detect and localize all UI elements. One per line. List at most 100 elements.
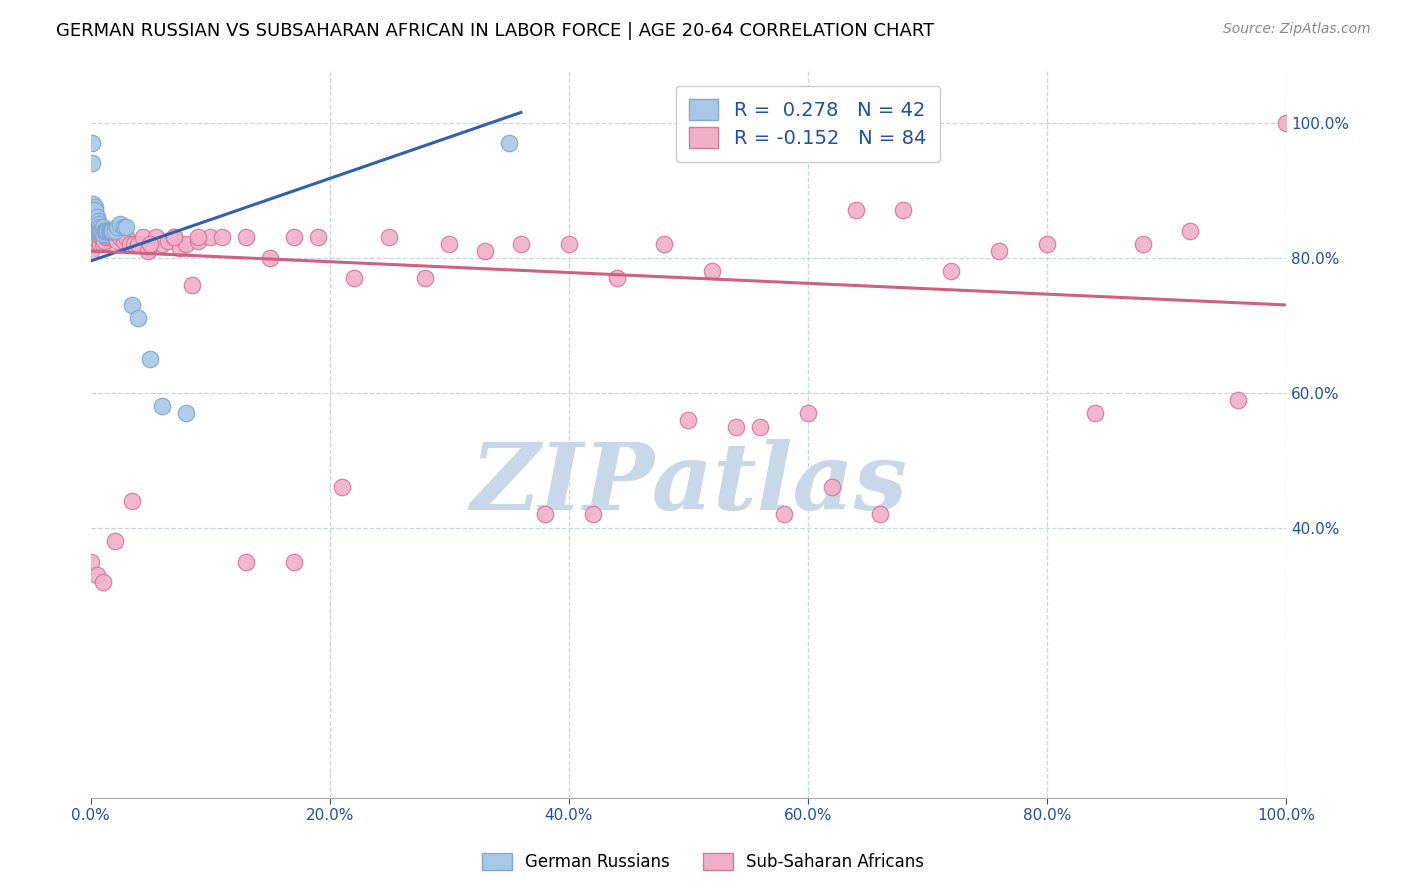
Point (101, 230, 124, 244)
Point (98, 230, 121, 244)
Point (94, 227, 117, 241)
Point (91, 237, 114, 252)
Point (174, 406, 197, 420)
Point (150, 399, 173, 413)
Point (121, 298, 143, 312)
Point (893, 203, 915, 218)
Point (103, 230, 125, 244)
Point (120, 237, 142, 252)
Point (1275, 115, 1298, 129)
Point (112, 220, 135, 235)
Point (100, 224, 122, 238)
Point (87, 234, 110, 248)
Point (90, 230, 112, 244)
Point (582, 508, 605, 522)
Point (988, 244, 1011, 258)
Point (91, 227, 114, 241)
Point (869, 508, 891, 522)
Point (145, 230, 167, 244)
Point (115, 220, 138, 235)
Point (97, 224, 120, 238)
Point (86, 210, 108, 224)
Point (678, 413, 700, 427)
Point (84, 200, 107, 214)
Point (91, 220, 114, 235)
Point (510, 237, 533, 252)
Point (163, 230, 186, 244)
Text: GERMAN RUSSIAN VS SUBSAHARAN AFRICAN IN LABOR FORCE | AGE 20-64 CORRELATION CHAR: GERMAN RUSSIAN VS SUBSAHARAN AFRICAN IN … (56, 22, 935, 40)
Point (98, 224, 121, 238)
Point (1036, 237, 1059, 252)
Point (90, 224, 112, 238)
Point (86, 237, 108, 252)
Point (498, 136, 520, 150)
Point (82, 210, 104, 224)
Point (606, 271, 628, 285)
Point (235, 230, 257, 244)
Text: ZIPatlas: ZIPatlas (470, 440, 907, 529)
Point (127, 311, 149, 326)
Point (96, 230, 118, 244)
Point (115, 230, 138, 244)
Point (103, 224, 125, 238)
Point (941, 264, 963, 278)
Point (821, 480, 844, 494)
Point (654, 237, 676, 252)
Point (94, 224, 117, 238)
Point (259, 251, 281, 265)
Point (82, 220, 104, 235)
Point (413, 271, 436, 285)
Point (773, 508, 796, 522)
Point (110, 230, 132, 244)
Point (139, 237, 162, 252)
Point (91, 574, 114, 589)
Point (474, 244, 496, 258)
Point (725, 419, 748, 434)
Point (87, 213, 110, 227)
Point (174, 237, 197, 252)
Point (1227, 392, 1250, 407)
Point (139, 351, 162, 366)
Point (122, 237, 145, 252)
Point (84, 237, 107, 252)
Point (198, 230, 221, 244)
Point (157, 234, 180, 248)
Point (235, 555, 257, 569)
Text: Source: ZipAtlas.com: Source: ZipAtlas.com (1223, 22, 1371, 37)
Point (86, 224, 108, 238)
Point (211, 230, 233, 244)
Point (105, 220, 128, 235)
Point (330, 480, 353, 494)
Point (283, 555, 305, 569)
Point (83, 224, 105, 238)
Point (86, 217, 108, 231)
Legend: R =  0.278   N = 42, R = -0.152   N = 84: R = 0.278 N = 42, R = -0.152 N = 84 (676, 86, 941, 162)
Point (110, 217, 132, 231)
Point (97, 224, 120, 238)
Point (797, 406, 820, 420)
Point (1084, 406, 1107, 420)
Point (112, 234, 135, 248)
Point (105, 234, 128, 248)
Point (83, 217, 105, 231)
Point (169, 240, 191, 254)
Point (80, 230, 103, 244)
Point (163, 230, 186, 244)
Point (87, 224, 110, 238)
Point (82, 196, 104, 211)
Point (1180, 224, 1202, 238)
Point (89, 237, 111, 252)
Point (79, 244, 101, 258)
Point (86, 568, 108, 582)
Point (79, 224, 101, 238)
Point (87, 224, 110, 238)
Point (89, 220, 111, 235)
Point (845, 203, 868, 218)
Point (181, 277, 204, 292)
Point (93, 224, 115, 238)
Point (439, 237, 461, 252)
Point (534, 508, 557, 522)
Point (132, 230, 155, 244)
Point (342, 271, 364, 285)
Point (127, 237, 149, 252)
